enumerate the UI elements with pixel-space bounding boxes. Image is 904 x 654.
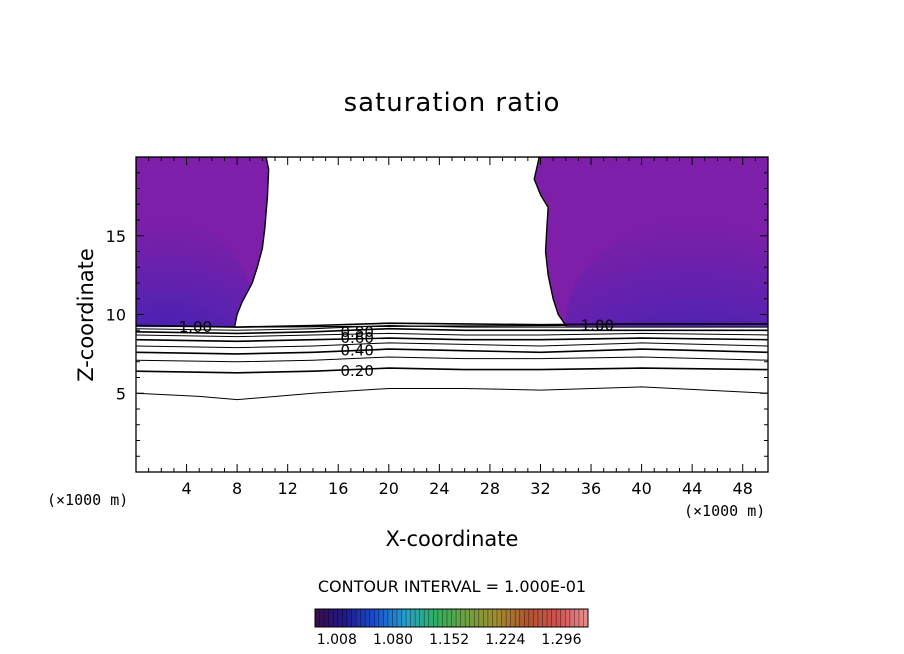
y-tick-label: 5 [116, 384, 126, 403]
x-unit-label-left: (×1000 m) [47, 491, 129, 509]
x-tick-label: 8 [232, 479, 242, 498]
colorbar-tick-label: 1.080 [372, 632, 414, 648]
subsaturated-gap [233, 157, 568, 328]
colorbar-tick-label: 1.008 [316, 632, 357, 648]
contour-line-0.6 [136, 337, 768, 343]
x-tick-label: 12 [278, 479, 298, 498]
supersaturated-regions [136, 157, 768, 472]
contour-label: 0.80 [340, 323, 373, 341]
contour-line-0.3 [136, 356, 768, 363]
contour-lines [136, 322, 768, 401]
contour-line-0.8 [136, 327, 768, 335]
chart-title: saturation ratio [343, 88, 561, 118]
x-tick-label: 20 [379, 479, 399, 498]
contour-label: 1.00 [179, 318, 212, 336]
y-tick-label: 10 [106, 306, 126, 325]
contour-interval-label: CONTOUR INTERVAL = 1.000E-01 [317, 577, 587, 596]
colorbar-tick-label: 1.224 [485, 632, 526, 648]
x-tick-label: 28 [480, 479, 500, 498]
contour-line-0.9 [136, 324, 768, 331]
x-tick-label: 24 [429, 479, 449, 498]
contour-line-0.2 [136, 367, 768, 374]
x-tick-label: 4 [181, 479, 191, 498]
x-tick-label: 44 [682, 479, 702, 498]
colorbar-tick-label: 1.152 [429, 632, 470, 648]
y-tick-label: 15 [106, 227, 126, 246]
contour-label: 0.40 [340, 342, 373, 360]
x-tick-label: 36 [581, 479, 601, 498]
contour-line-0.5 [136, 342, 768, 349]
colorbar-tick-label: 1.296 [541, 632, 582, 648]
contour-label: 1.00 [581, 317, 614, 335]
contour-label: 0.20 [340, 362, 373, 380]
contour-line-0.4 [136, 348, 768, 355]
contour-label: 0.60 [340, 329, 373, 347]
x-axis-label: X-coordinate [385, 527, 519, 551]
x-unit-label-right: (×1000 m) [684, 502, 766, 520]
y-axis-label: Z-coordinate [74, 248, 98, 382]
contour-line-0.7 [136, 332, 768, 338]
x-tick-label: 32 [530, 479, 550, 498]
x-tick-label: 40 [631, 479, 651, 498]
x-tick-label: 16 [328, 479, 348, 498]
x-tick-label: 48 [733, 479, 753, 498]
contour-line-1.0 [136, 322, 768, 328]
contour-line-0.1 [136, 386, 768, 401]
